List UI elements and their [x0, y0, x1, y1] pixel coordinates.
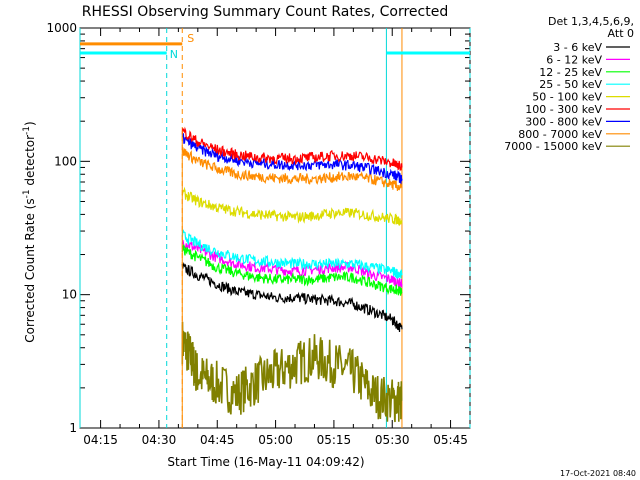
legend-label: 6 - 12 keV — [546, 53, 602, 66]
footer-date: 17-Oct-2021 08:40 — [560, 469, 636, 478]
x-tick-label: 04:15 — [83, 433, 118, 447]
series-line-1 — [181, 239, 403, 288]
series-line-0 — [181, 261, 403, 333]
x-axis-label: Start Time (16-May-11 04:09:42) — [167, 455, 364, 469]
data-series — [181, 126, 403, 428]
legend-header-line-1: Det 1,3,4,5,6,9, — [548, 15, 634, 28]
x-tick-label: 05:30 — [375, 433, 410, 447]
y-tick-label: 100 — [54, 154, 77, 168]
x-tick-label: 04:30 — [142, 433, 177, 447]
legend-label: 50 - 100 keV — [532, 91, 602, 104]
x-tick-label: 05:00 — [258, 433, 293, 447]
legend-header-line-2: Att 0 — [608, 27, 634, 40]
flag-label-n: N — [170, 48, 178, 61]
legend-label: 12 - 25 keV — [539, 66, 602, 79]
x-tick-label: 04:45 — [200, 433, 235, 447]
chart-title: RHESSI Observing Summary Count Rates, Co… — [82, 4, 448, 20]
y-tick-label: 1000 — [46, 21, 77, 35]
axis-ticks — [80, 28, 470, 429]
y-tick-label: 10 — [62, 288, 77, 302]
legend-label: 100 - 300 keV — [525, 103, 602, 116]
legend-label: 300 - 800 keV — [525, 115, 602, 128]
series-line-3 — [181, 229, 403, 279]
flag-label-s: S — [187, 32, 194, 45]
series-line-7 — [181, 147, 403, 191]
x-tick-label: 05:45 — [433, 433, 468, 447]
x-tick-label: 05:15 — [317, 433, 352, 447]
legend-label: 7000 - 15000 keV — [504, 140, 602, 153]
series-line-2 — [181, 244, 403, 296]
legend-label: 3 - 6 keV — [553, 41, 602, 54]
legend-label: 25 - 50 keV — [539, 78, 602, 91]
series-line-4 — [181, 186, 403, 227]
series-line-8 — [181, 321, 403, 423]
legend-label: 800 - 7000 keV — [518, 128, 602, 141]
y-tick-label: 1 — [69, 421, 77, 435]
plot-frame — [79, 27, 471, 429]
y-axis-label: Corrected Count Rate (s-1 detector-1) — [22, 121, 37, 342]
x-tick-labels: 04:15 04:30 04:45 05:00 05:15 05:30 05:45 — [83, 433, 468, 447]
plot-border — [79, 27, 471, 429]
y-tick-labels: 1 10 100 1000 — [46, 21, 77, 435]
series-line-5 — [181, 126, 403, 171]
observing-flags: NS — [79, 28, 471, 428]
